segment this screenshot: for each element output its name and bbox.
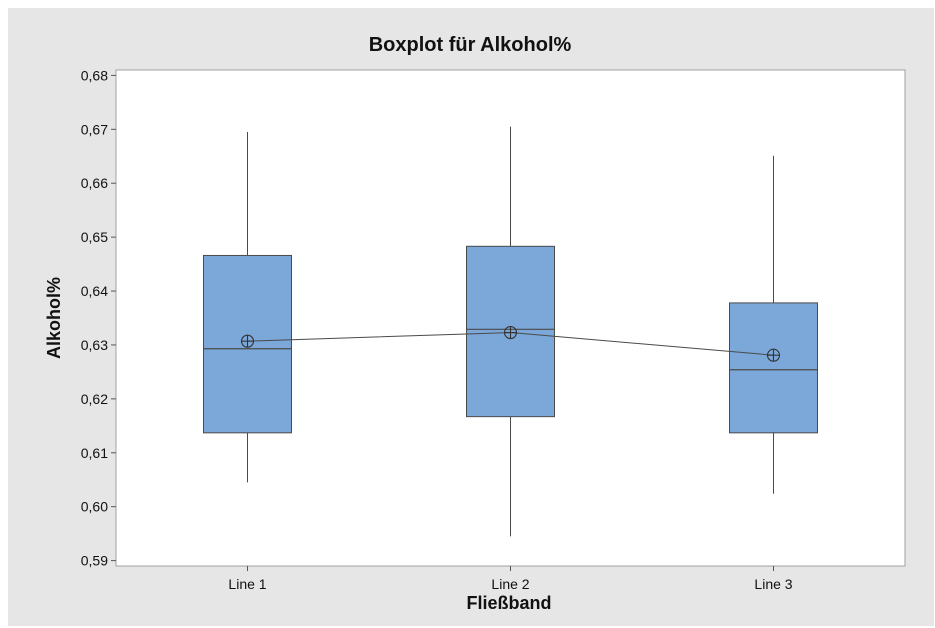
mean-markers [240, 326, 781, 362]
y-tick-label: 0,60 [81, 499, 108, 515]
chart-frame: Boxplot für Alkohol% Fließband Alkohol% … [8, 8, 934, 626]
box-line-3 [729, 155, 818, 494]
y-axis-title: Alkohol% [44, 277, 64, 359]
y-axis: 0,59 0,60 0,61 0,62 0,63 0,64 0,65 0,66 0,67 0,68 [81, 67, 116, 569]
chart-title: Boxplot für Alkohol% [369, 34, 572, 56]
x-tick-label: Line 2 [491, 576, 529, 592]
y-tick-label: 0,66 [81, 175, 108, 191]
y-tick-label: 0,64 [81, 283, 108, 299]
x-axis: Line 1 Line 2 Line 3 [228, 566, 793, 592]
x-tick-label: Line 1 [228, 576, 266, 592]
y-tick-label: 0,63 [81, 337, 108, 353]
mean-marker [766, 348, 781, 362]
x-axis-title: Fließband [467, 593, 552, 613]
mean-marker [503, 326, 518, 340]
y-tick-label: 0,61 [81, 445, 108, 461]
y-tick-label: 0,62 [81, 391, 108, 407]
y-tick-label: 0,68 [81, 67, 108, 83]
y-tick-label: 0,59 [81, 553, 108, 569]
boxplot-chart: Boxplot für Alkohol% Fließband Alkohol% … [44, 34, 906, 613]
boxes [203, 126, 818, 537]
interquartile-box [729, 302, 818, 434]
y-tick-label: 0,67 [81, 121, 108, 137]
x-tick-label: Line 3 [754, 576, 792, 592]
mean-marker [240, 334, 255, 348]
y-tick-label: 0,65 [81, 229, 108, 245]
